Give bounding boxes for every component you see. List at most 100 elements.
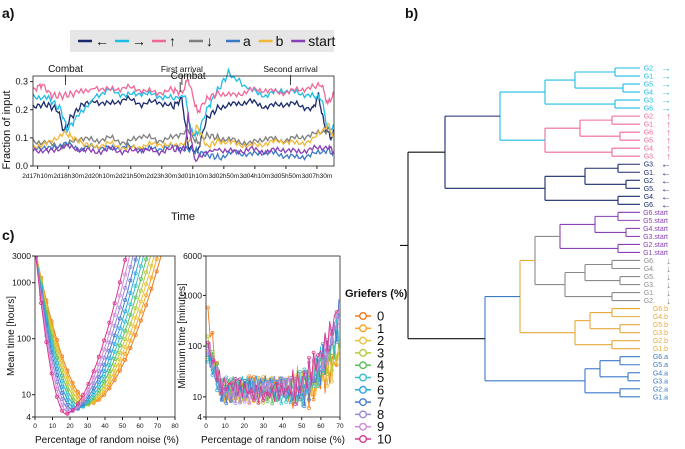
- marker: [139, 242, 142, 245]
- marker: [284, 400, 288, 404]
- marker: [123, 257, 128, 262]
- marker: [284, 395, 288, 399]
- griefers-marker-4: [359, 361, 368, 370]
- marker: [155, 242, 158, 245]
- ytick-label: 10: [22, 390, 32, 400]
- marker: [288, 392, 293, 397]
- marker: [320, 367, 325, 371]
- xtick-label: 0: [33, 423, 37, 430]
- marker: [270, 385, 275, 390]
- griefers-marker-6: [359, 385, 368, 394]
- marker: [149, 263, 154, 268]
- marker: [86, 387, 91, 392]
- griefers-marker-0: [359, 312, 368, 321]
- marker: [270, 401, 275, 406]
- marker: [75, 401, 80, 406]
- marker: [316, 353, 321, 357]
- marker: [44, 333, 49, 338]
- leaf-label: G1.: [644, 74, 655, 81]
- marker: [102, 362, 107, 367]
- marker: [284, 387, 288, 392]
- marker: [155, 242, 158, 245]
- marker: [60, 403, 65, 408]
- leaf-glyph: ↑: [666, 128, 671, 139]
- marker: [252, 381, 256, 385]
- marker: [160, 242, 163, 245]
- leaf-glyph: ↑: [666, 120, 671, 131]
- marker: [330, 332, 334, 337]
- leaf-label: G2.: [644, 66, 655, 73]
- curve-griefers-8: [35, 256, 134, 412]
- leaf-label: G6.a: [653, 354, 668, 361]
- marker: [107, 378, 112, 383]
- curve-griefers-5: [35, 256, 145, 409]
- marker: [171, 242, 174, 245]
- marker: [261, 383, 265, 388]
- marker: [145, 244, 148, 247]
- leaf-label: G2.a: [653, 386, 668, 393]
- marker: [210, 364, 215, 369]
- marker: [229, 379, 233, 384]
- xtick-label: 3d05h50m: [271, 173, 302, 180]
- leaf-glyph: ←: [661, 176, 671, 187]
- marker: [224, 387, 229, 392]
- marker: [49, 371, 54, 376]
- marker: [70, 384, 75, 389]
- xtick-label: 3d01h10m: [177, 173, 208, 180]
- marker: [70, 393, 75, 398]
- leaf-label: G1.b: [653, 346, 668, 353]
- marker: [265, 387, 270, 392]
- marker: [129, 251, 132, 254]
- leaf-label: G4.: [644, 146, 655, 153]
- marker: [150, 242, 153, 245]
- leaf-label: G4.b: [653, 314, 668, 321]
- marker: [145, 242, 148, 245]
- leaf-label: G3.start: [643, 234, 668, 241]
- marker: [334, 314, 339, 318]
- leaf-label: G4.start: [643, 226, 668, 233]
- griefers-label-3: 3: [377, 345, 384, 360]
- marker: [160, 242, 163, 245]
- marker: [138, 309, 143, 314]
- leaf-label: G6.: [644, 106, 655, 113]
- marker: [145, 242, 148, 245]
- marker: [150, 242, 153, 245]
- ytick-label: 4: [26, 412, 31, 422]
- leaf-glyph: ↓: [666, 256, 671, 267]
- marker: [166, 242, 169, 245]
- marker: [60, 397, 65, 402]
- griefers-marker-8: [359, 410, 368, 419]
- marker: [149, 286, 154, 291]
- marker: [133, 306, 138, 311]
- marker: [128, 330, 133, 335]
- marker: [274, 387, 279, 392]
- marker: [166, 242, 169, 245]
- plot-frame: [32, 75, 335, 167]
- leaf-glyph: ↑: [666, 144, 671, 155]
- leaf-glyph: ←: [661, 160, 671, 171]
- ytick-label: 0.3: [15, 77, 28, 87]
- curve-griefers-10: [35, 256, 127, 415]
- leaf-label: G3.: [644, 154, 655, 161]
- curves: [206, 299, 340, 410]
- marker: [35, 256, 37, 257]
- marker: [112, 313, 117, 318]
- marker: [75, 390, 80, 395]
- griefers-label-8: 8: [377, 407, 384, 422]
- leaf-label: G6.b: [653, 306, 668, 313]
- xtick-label: 30: [84, 423, 92, 430]
- marker: [65, 411, 70, 416]
- marker: [138, 264, 143, 269]
- xtick-label: 3d07h30m: [302, 173, 333, 180]
- xtick-label: 30: [260, 423, 268, 430]
- ylabel-a: Fraction of input: [1, 91, 13, 170]
- marker: [96, 388, 101, 393]
- marker: [102, 369, 107, 374]
- series-line-b: [32, 122, 334, 153]
- marker: [91, 381, 96, 386]
- marker: [256, 401, 261, 405]
- marker: [238, 377, 242, 382]
- marker: [123, 344, 128, 349]
- marker: [219, 391, 224, 395]
